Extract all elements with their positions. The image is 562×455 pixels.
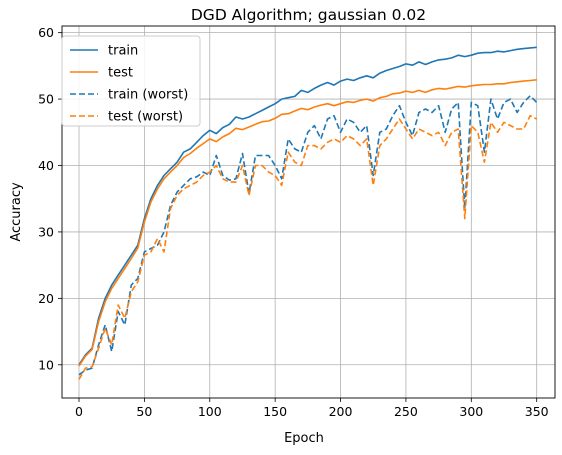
legend-label: train [108,44,138,59]
axis-ticks: 0 50 100 150 200 250 300 350 10 20 30 40 50 60 [38,25,549,419]
legend-label: train (worst) [108,88,188,103]
x-tick-label: 350 [525,404,549,419]
x-axis-title: Epoch [284,431,324,446]
plot-frame [61,25,556,399]
chart-title: DGD Algorithm; gaussian 0.02 [191,6,426,24]
series-line-train [78,46,537,366]
x-tick-label: 0 [75,404,83,419]
y-tick-label: 10 [38,357,54,372]
series-lines [78,46,538,380]
y-tick-label: 40 [38,158,54,173]
x-tick-label: 100 [198,404,222,419]
legend-label: test (worst) [108,110,183,125]
x-tick-label: 300 [459,404,483,419]
y-tick-label: 20 [38,291,54,306]
y-tick-label: 30 [38,224,54,239]
series-line-train-worst [78,95,538,376]
x-tick-label: 150 [263,404,287,419]
x-tick-label: 250 [394,404,418,419]
legend-box [61,35,201,127]
legend-label: test [108,66,133,81]
series-line-test [78,79,537,367]
y-tick-label: 60 [38,25,54,40]
x-tick-label: 50 [136,404,152,419]
series-line-test-worst [78,114,538,380]
y-axis-title: Accuracy [9,182,24,242]
y-tick-label: 50 [38,92,54,107]
x-tick-label: 200 [329,404,353,419]
legend: train test train (worst) test (worst) [61,35,201,127]
